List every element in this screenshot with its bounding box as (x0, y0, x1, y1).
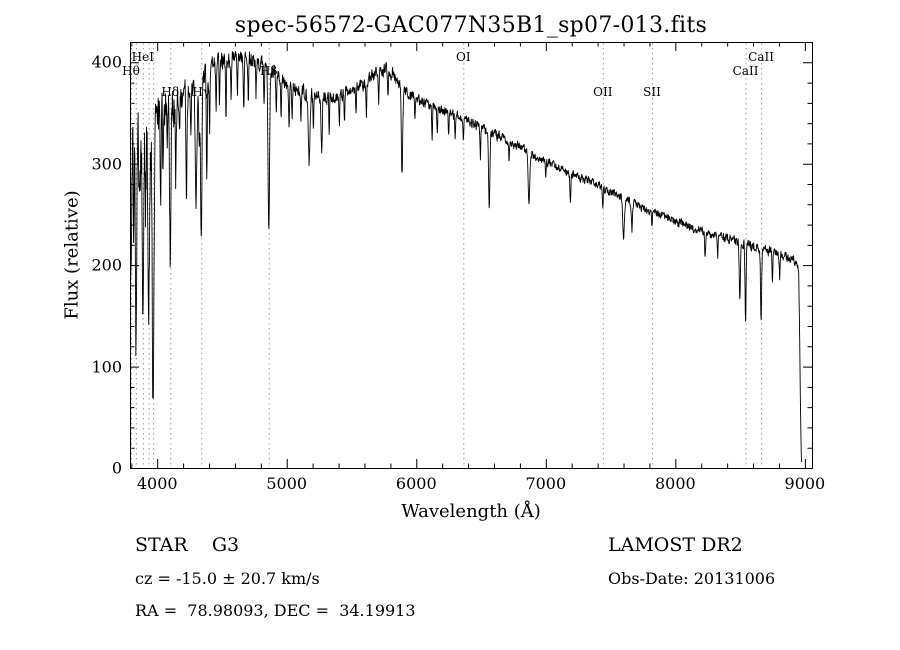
x-tick-label: 5000 (266, 474, 308, 493)
y-tick-label: 200 (91, 255, 122, 275)
survey-release-text: LAMOST DR2 (608, 534, 743, 556)
x-tick-label: 4000 (136, 474, 178, 493)
spectral-line-label: OI (455, 50, 471, 64)
object-class-text: STAR G3 (135, 534, 240, 556)
spectral-line-label: CaII (748, 50, 774, 64)
ra-dec-text: RA = 78.98093, DEC = 34.19913 (135, 601, 416, 620)
spectral-line-label: Hγ (192, 85, 211, 99)
x-tick-label: 7000 (525, 474, 567, 493)
y-tick-label: 0 (111, 458, 122, 478)
y-tick-label: 400 (91, 52, 122, 72)
x-tick-label: 8000 (654, 474, 696, 493)
x-tick-label: 6000 (395, 474, 437, 493)
spectral-line-label: OII (593, 85, 613, 99)
obs-date-text: Obs-Date: 20131006 (608, 569, 776, 588)
x-tick-label: 9000 (784, 474, 826, 493)
spectral-line-label: Hθ (122, 64, 140, 78)
radial-velocity-text: cz = -15.0 ± 20.7 km/s (135, 569, 320, 588)
spectral-line-label: Hβ (260, 64, 278, 78)
spectral-line-label: HeI (131, 50, 154, 64)
y-tick-label: 300 (91, 154, 122, 174)
x-axis-title: Wavelength (Å) (401, 501, 541, 522)
spectral-line-label: CaII (732, 64, 759, 78)
spectral-line-label: Hδ (161, 85, 180, 99)
plot-title: spec-56572-GAC077N35B1_sp07-013.fits (234, 13, 708, 38)
y-tick-label: 100 (91, 357, 122, 377)
spectral-line-label: SII (643, 85, 661, 99)
